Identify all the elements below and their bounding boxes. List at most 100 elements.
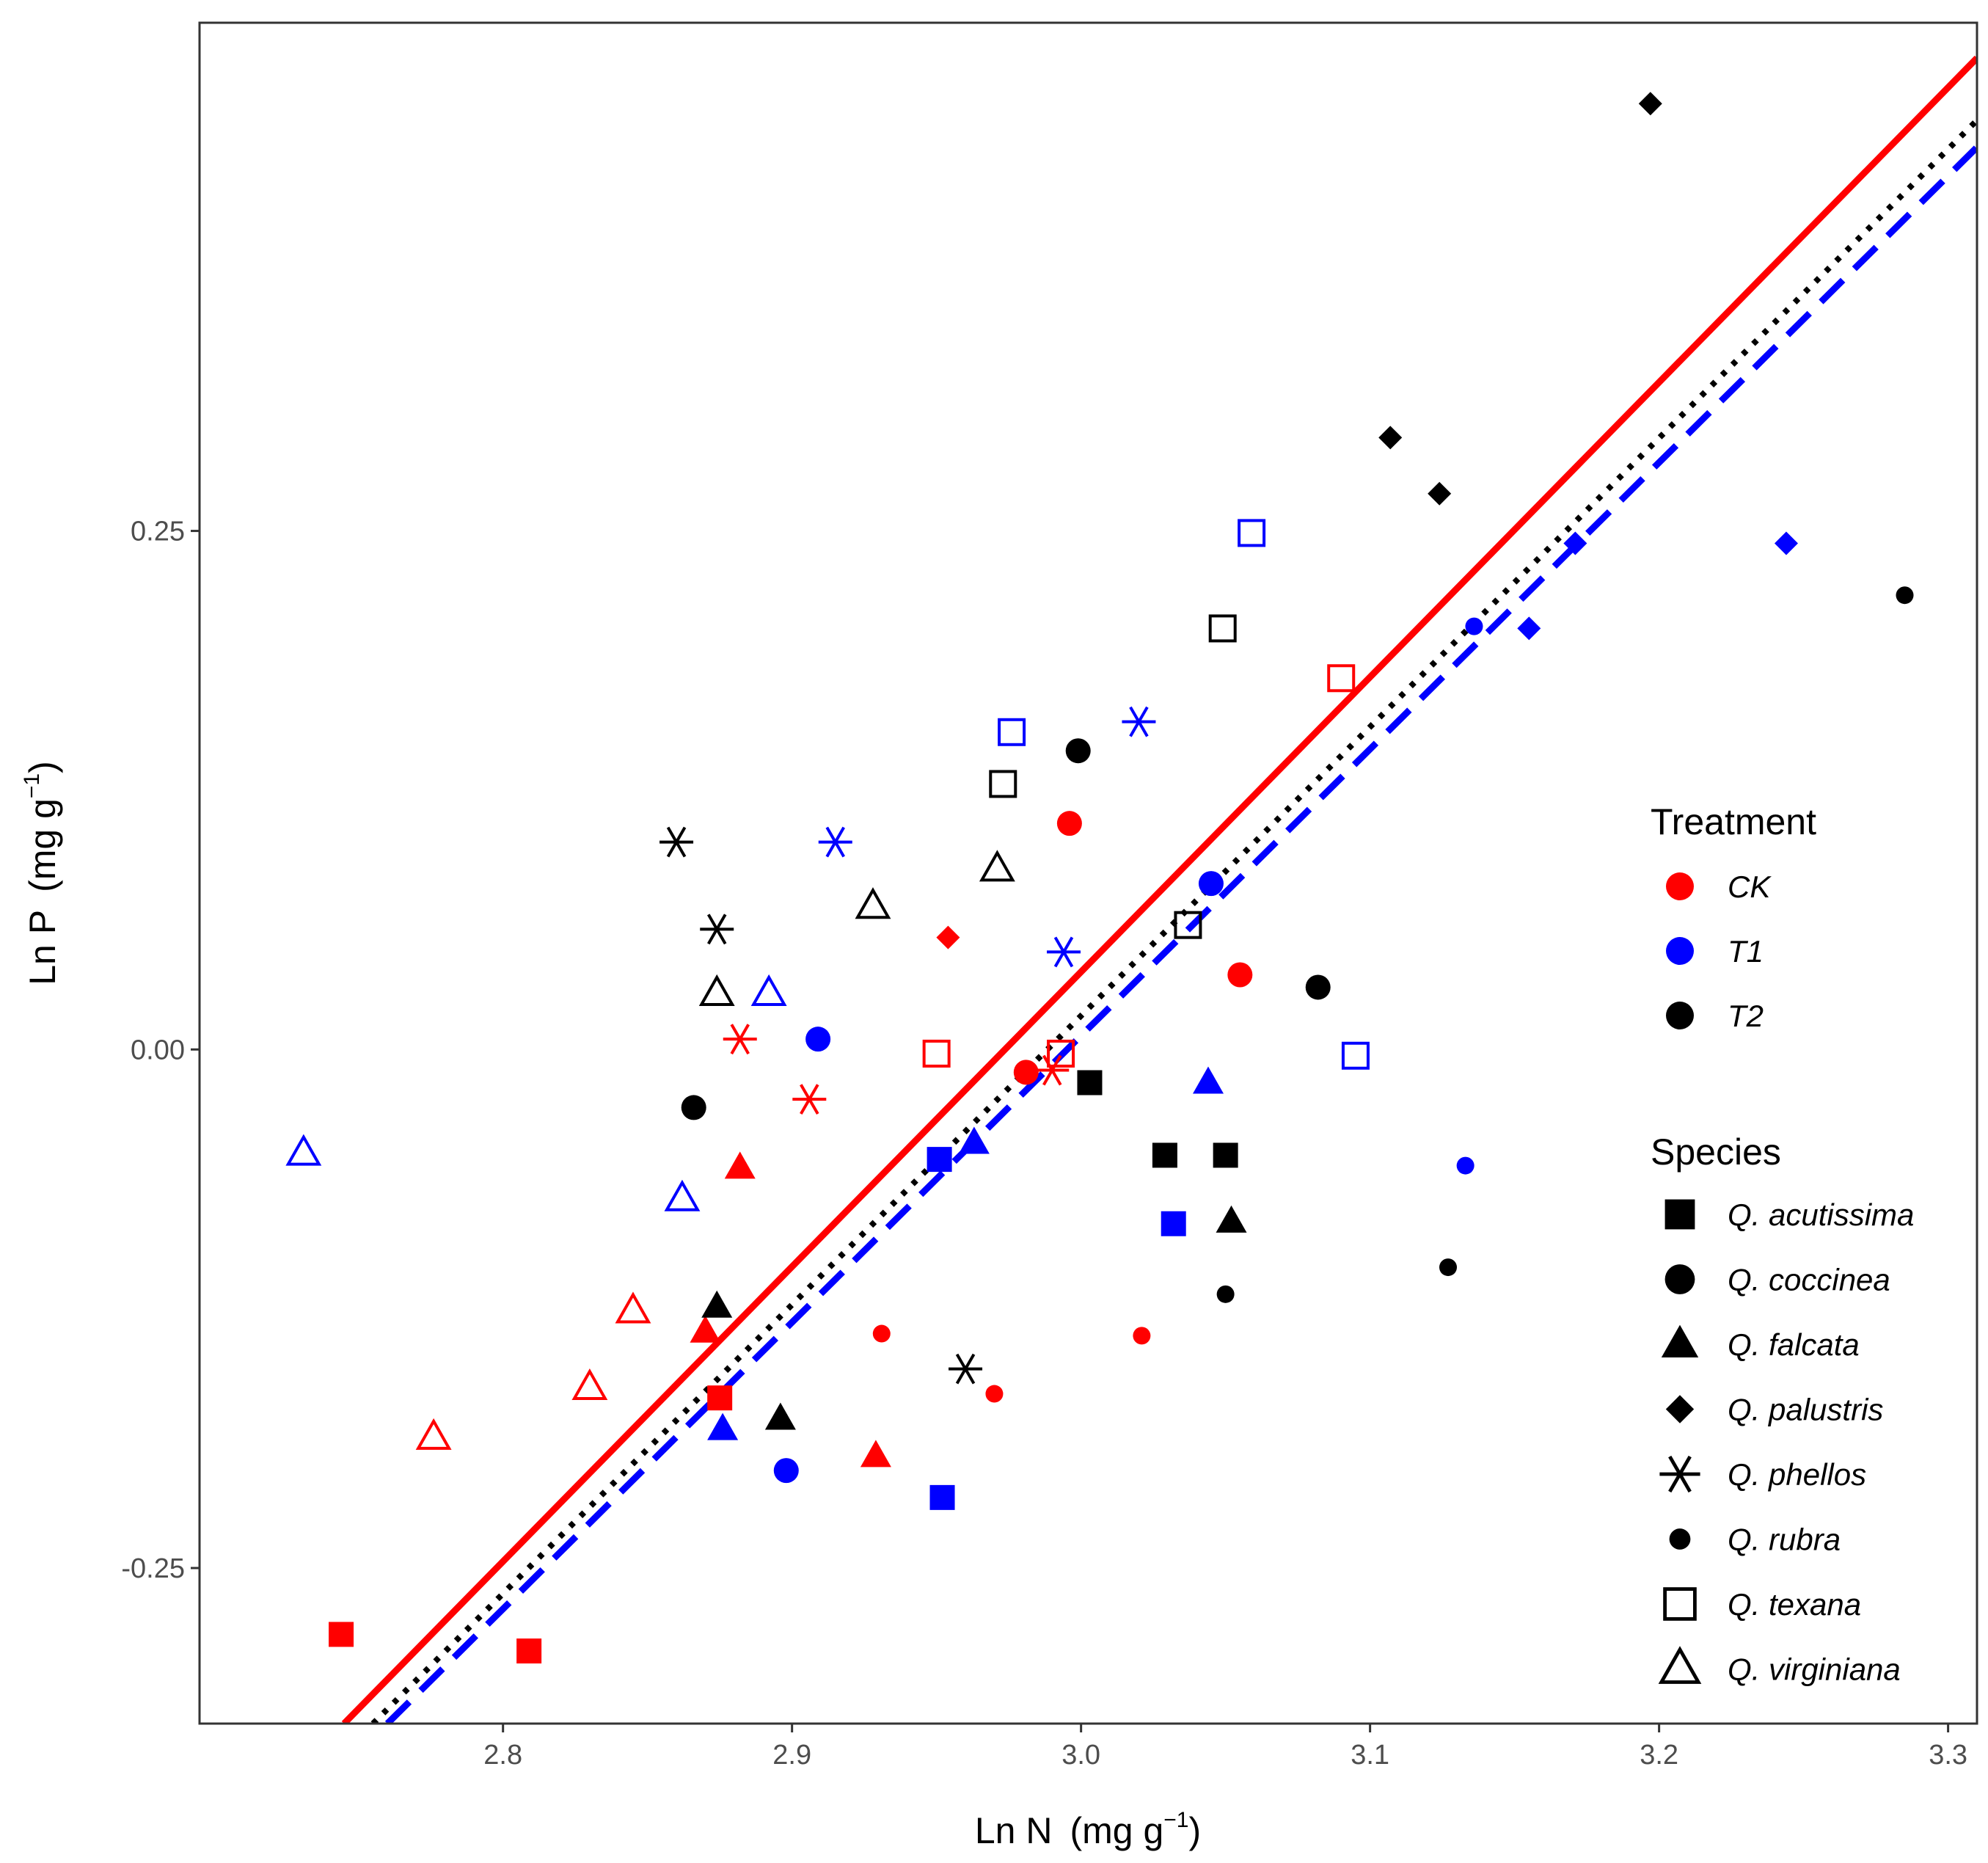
data-point (659, 826, 694, 858)
data-point (698, 974, 735, 1006)
legend-species-title: Species (1651, 1131, 1781, 1173)
legend-species-item: Q. texana (1663, 1587, 1861, 1622)
data-point (1056, 811, 1082, 836)
data-point (750, 974, 787, 1006)
data-point (1152, 1142, 1177, 1168)
data-point (989, 770, 1017, 798)
legend-species-label: Q. rubra (1728, 1523, 1841, 1557)
y-tick-label: -0.25 (121, 1553, 185, 1584)
y-axis: -0.25 0.00 0.25 (121, 517, 200, 1584)
data-point (1517, 616, 1541, 641)
data-point (1341, 1041, 1370, 1070)
data-point (922, 1039, 951, 1068)
data-point (571, 1368, 608, 1401)
data-point (979, 850, 1015, 882)
data-point (1208, 614, 1237, 643)
legend-species-item: Q. virginiana (1658, 1646, 1901, 1687)
data-point (415, 1418, 452, 1450)
legend-species-label: Q. acutissima (1728, 1197, 1914, 1232)
x-tick-label: 3.0 (1061, 1740, 1100, 1771)
data-point (949, 1353, 983, 1385)
data-point (516, 1638, 542, 1664)
x-axis-title: Ln N (mg g−1) (975, 1808, 1201, 1851)
data-point (929, 1484, 955, 1510)
data-point (1047, 1039, 1075, 1068)
legend-treatment-swatch (1666, 937, 1694, 965)
data-point (723, 1024, 757, 1055)
legend-treatment-label: T1 (1728, 934, 1764, 969)
data-point (855, 887, 891, 919)
data-point (1198, 871, 1224, 897)
data-point (615, 1291, 651, 1324)
data-point (985, 1385, 1004, 1403)
data-point (707, 1412, 739, 1440)
legend-species-swatch (1664, 1264, 1695, 1294)
data-point (1122, 706, 1156, 737)
legend-species-item: Q. falcata (1661, 1324, 1860, 1362)
x-axis-title-unit: (mg g (1070, 1810, 1163, 1851)
data-point (773, 1458, 799, 1484)
x-tick-label: 3.3 (1929, 1740, 1967, 1771)
legend-treatment-title: Treatment (1651, 801, 1816, 842)
data-point (764, 1402, 796, 1430)
y-tick-label: 0.25 (131, 517, 185, 547)
data-point (707, 1385, 733, 1411)
data-point (1465, 617, 1483, 635)
data-point (1065, 738, 1091, 764)
data-point (1047, 936, 1081, 968)
data-point (1035, 1054, 1070, 1086)
data-point (690, 1315, 721, 1343)
data-point (936, 925, 960, 949)
data-point (927, 1147, 952, 1173)
plot-panel-border (198, 21, 1978, 1725)
x-axis-title-exponent: −1 (1163, 1808, 1188, 1832)
data-point (700, 914, 734, 945)
data-point (1456, 1156, 1474, 1175)
data-point (998, 718, 1026, 746)
legend-species-label: Q. coccinea (1728, 1263, 1890, 1297)
data-point (818, 826, 852, 858)
fit-line-ck (341, 55, 1977, 1724)
data-point (805, 1027, 831, 1052)
data-point (1077, 1070, 1103, 1095)
legend-treatment-items: CK T1 T2 (1666, 869, 1772, 1033)
x-axis-title-close: ) (1189, 1810, 1202, 1851)
data-point (724, 1151, 756, 1179)
legend-treatment-ck: CK (1666, 869, 1772, 904)
data-point (664, 1179, 701, 1211)
y-axis-title-exponent: −1 (20, 773, 44, 798)
y-axis-title-close: ) (22, 761, 63, 773)
legend-treatment-swatch (1666, 872, 1694, 900)
legend-species-swatch (1658, 1646, 1702, 1684)
x-tick-label: 2.8 (483, 1740, 522, 1771)
legend-species-items: Q. acutissima Q. coccinea Q. falcata Q. pal… (1658, 1197, 1914, 1687)
legend-species-label: Q. palustris (1728, 1393, 1883, 1427)
data-point (792, 1084, 827, 1115)
data-point (860, 1440, 891, 1468)
data-point (1563, 531, 1587, 555)
data-points (285, 92, 1914, 1664)
y-axis-title-unit: (mg g (22, 798, 63, 892)
legend-species-item: Q. rubra (1669, 1523, 1841, 1557)
data-point (329, 1622, 354, 1647)
legend-species-swatch (1664, 1199, 1695, 1230)
data-point (1378, 426, 1403, 450)
legend-treatment-swatch (1666, 1002, 1694, 1029)
legend-species-swatch (1661, 1324, 1699, 1357)
y-axis-title-main: Ln P (22, 910, 63, 985)
legend-species-swatch (1663, 1587, 1697, 1621)
legend-treatment-t2: T2 (1666, 999, 1764, 1033)
data-point (1238, 519, 1266, 547)
legend-species-label: Q. virginiana (1728, 1652, 1901, 1687)
data-point (681, 1095, 706, 1120)
legend-species-label: Q. texana (1728, 1587, 1861, 1622)
legend-treatment-label: T2 (1728, 999, 1764, 1033)
x-tick-label: 2.9 (772, 1740, 811, 1771)
data-point (1161, 1211, 1186, 1236)
data-point (1439, 1258, 1458, 1277)
data-point (1428, 481, 1452, 506)
legend-species-item: Q. phellos (1659, 1455, 1866, 1493)
data-point (701, 1290, 733, 1318)
legend-species-swatch (1659, 1455, 1700, 1493)
